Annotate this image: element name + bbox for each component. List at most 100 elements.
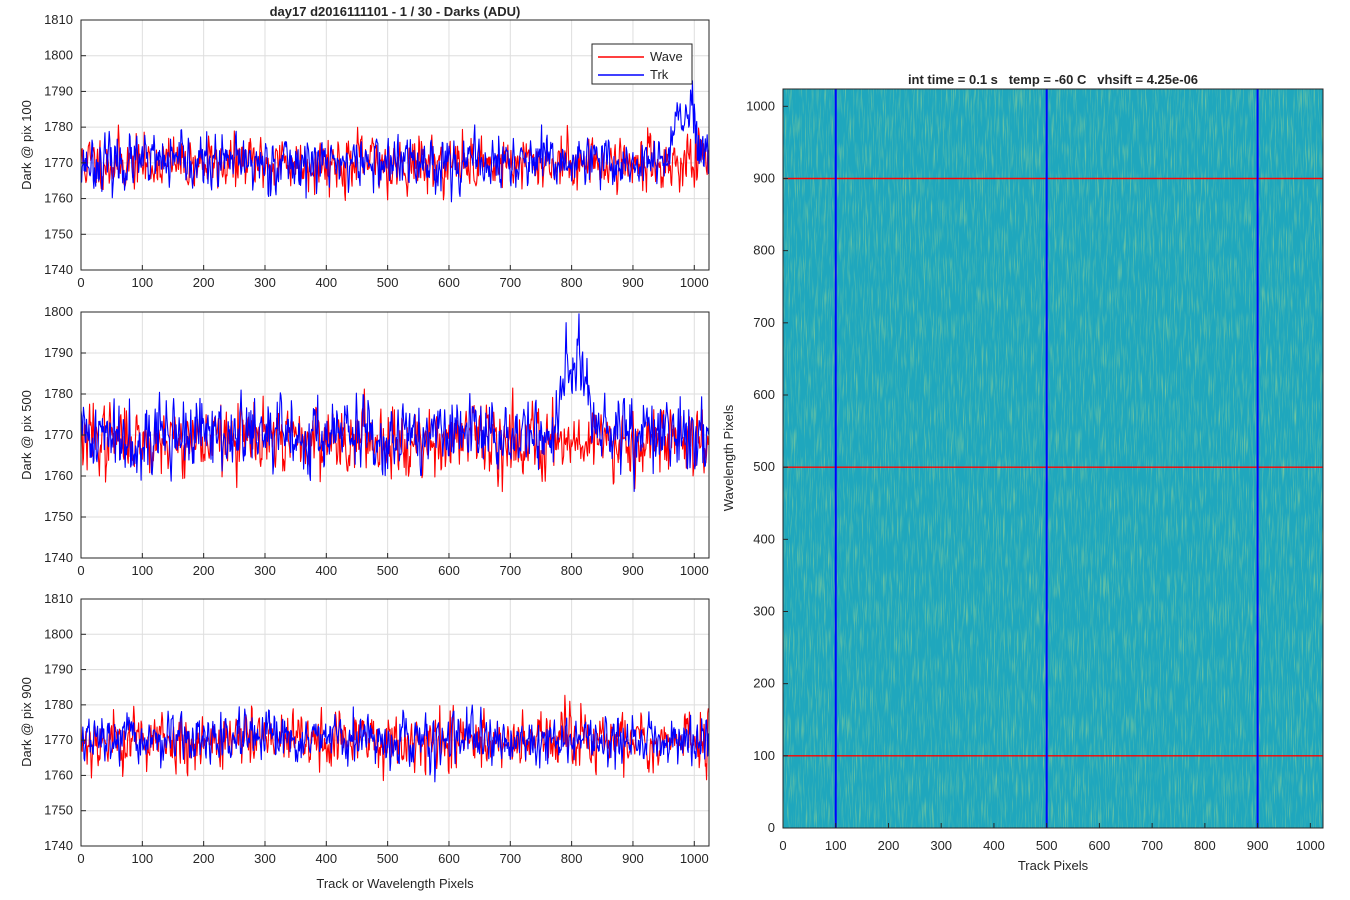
x-tick-label: 400 [315,563,337,578]
y-tick-label: 1800 [44,626,73,641]
y-tick-label: 500 [753,459,775,474]
panel-pix-900: 0 100 200 300 400 500 600 700 800 900 1000 1740 1750… [19,591,710,891]
x-tick-label: 1000 [680,563,709,578]
x-tick-label: 800 [1194,838,1216,853]
series-line-trk [81,80,709,203]
x-tick-label: 500 [377,275,399,290]
y-tick-label: 1740 [44,550,73,565]
y-tick-label: 1800 [44,304,73,319]
legend: Wave Trk [591,43,693,85]
ticks-heatmap: 0 100 200 300 400 500 600 700 800 900 1000 0 100 200 3… [746,98,1325,853]
plot-area-3 [81,599,709,846]
heatmap-y-axis-label: Wavelength Pixels [721,404,736,511]
y-tick-label: 1770 [44,732,73,747]
x-tick-label: 900 [622,275,644,290]
y-tick-label: 1810 [44,12,73,27]
ticks-3: 0 100 200 300 400 500 600 700 800 900 1000 1740 1750… [44,591,709,866]
x-tick-label: 600 [438,563,460,578]
x-tick-label: 800 [561,275,583,290]
x-tick-label: 900 [1247,838,1269,853]
legend-entry-trk: Trk [650,67,669,82]
y-tick-label: 0 [768,820,775,835]
y-tick-label: 1780 [44,119,73,134]
x-tick-label: 700 [499,275,521,290]
x-tick-label: 0 [77,275,84,290]
x-tick-label: 600 [1089,838,1111,853]
x-tick-label: 100 [131,275,153,290]
series-group-1 [81,80,709,203]
y-tick-label: 1740 [44,262,73,277]
x-tick-label: 300 [254,851,276,866]
y-tick-label: 300 [753,603,775,618]
y-tick-label: 1780 [44,386,73,401]
x-tick-label: 600 [438,275,460,290]
y-tick-label: 1780 [44,697,73,712]
x-tick-label: 700 [1141,838,1163,853]
series-group-2 [81,313,709,493]
y-tick-label: 1740 [44,838,73,853]
y-tick-label: 1750 [44,226,73,241]
y-axis-label-3: Dark @ pix 900 [19,677,34,767]
y-tick-label: 1800 [44,48,73,63]
y-tick-label: 1770 [44,155,73,170]
heatmap-texture [783,89,1323,828]
x-tick-label: 800 [561,851,583,866]
x-tick-label: 700 [499,851,521,866]
x-tick-label: 200 [193,851,215,866]
series-group-3 [81,694,709,783]
x-tick-label: 800 [561,563,583,578]
y-tick-label: 1750 [44,509,73,524]
ticks-1: 0 100 200 300 400 500 600 700 800 900 1000 1740 1750… [44,12,709,290]
x-tick-label: 200 [193,275,215,290]
x-tick-label: 100 [825,838,847,853]
y-tick-label: 1750 [44,803,73,818]
x-tick-label: 0 [77,563,84,578]
x-tick-label: 700 [499,563,521,578]
x-tick-label: 400 [983,838,1005,853]
x-tick-label: 600 [438,851,460,866]
x-tick-label: 500 [377,851,399,866]
x-tick-label: 1000 [680,851,709,866]
heatmap-overlay-lines [783,89,1323,828]
x-tick-label: 200 [193,563,215,578]
ticks-2: 0 100 200 300 400 500 600 700 800 900 1000 1740 1750… [44,304,709,578]
heatmap-title: int time = 0.1 s temp = -60 C vhsift = 4… [908,72,1198,87]
y-tick-label: 1760 [44,191,73,206]
x-tick-label: 900 [622,851,644,866]
panel-heatmap: int time = 0.1 s temp = -60 C vhsift = 4… [721,72,1325,873]
heatmap-x-axis-label: Track Pixels [1018,858,1089,873]
x-axis-label-3: Track or Wavelength Pixels [316,876,474,891]
x-tick-label: 100 [131,563,153,578]
x-tick-label: 400 [315,275,337,290]
x-tick-label: 0 [77,851,84,866]
legend-entry-wave: Wave [650,49,683,64]
y-axis-label-2: Dark @ pix 500 [19,390,34,480]
y-axis-label-1: Dark @ pix 100 [19,100,34,190]
x-tick-label: 500 [1036,838,1058,853]
x-tick-label: 0 [779,838,786,853]
y-tick-label: 700 [753,315,775,330]
y-tick-label: 1790 [44,662,73,677]
y-tick-label: 1790 [44,83,73,98]
x-tick-label: 300 [930,838,952,853]
x-tick-label: 300 [254,563,276,578]
series-line-trk [81,313,709,492]
y-tick-label: 800 [753,243,775,258]
series-line-trk [81,704,709,783]
y-tick-label: 1770 [44,427,73,442]
y-tick-label: 1000 [746,98,775,113]
y-tick-label: 900 [753,170,775,185]
x-tick-label: 500 [377,563,399,578]
x-tick-label: 100 [131,851,153,866]
x-tick-label: 1000 [680,275,709,290]
x-tick-label: 400 [315,851,337,866]
y-tick-label: 200 [753,676,775,691]
y-tick-label: 600 [753,387,775,402]
panel-pix-500: 0 100 200 300 400 500 600 700 800 900 1000 1740 1750… [19,304,710,578]
x-tick-label: 1000 [1296,838,1325,853]
y-tick-label: 1790 [44,345,73,360]
y-tick-label: 100 [753,748,775,763]
x-tick-label: 200 [878,838,900,853]
x-tick-label: 900 [622,563,644,578]
